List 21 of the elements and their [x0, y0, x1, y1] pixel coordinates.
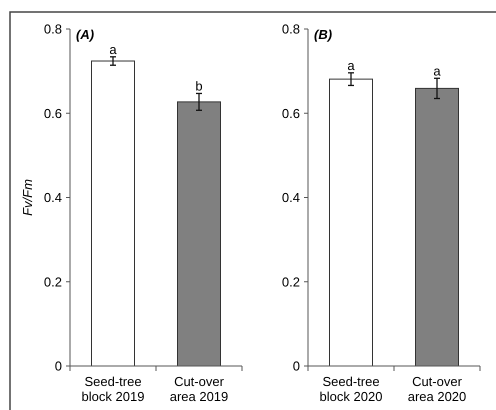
- y-tick-label: 0.2: [282, 274, 300, 290]
- y-tick-label: 0.6: [44, 106, 62, 121]
- x-tick-label: Seed-tree block 2020: [320, 374, 382, 404]
- y-tick-label: 0.6: [282, 106, 300, 121]
- chart-title: (A): [76, 27, 94, 42]
- y-tick-label: 0.2: [44, 274, 62, 290]
- annotation: b: [195, 78, 203, 94]
- x-tick-label: Cut-over area 2019: [170, 374, 228, 404]
- y-tick-label: 0.4: [44, 190, 62, 206]
- annotation: a: [109, 42, 118, 57]
- x-tick-label: Seed-tree block 2019: [82, 374, 144, 404]
- x-tick-label: Cut-over area 2020: [408, 374, 466, 404]
- annotation: a: [433, 63, 442, 78]
- y-tick-label: 0.8: [44, 22, 62, 37]
- y-tick-label: 0.4: [282, 190, 300, 206]
- y-tick-label: 0: [292, 358, 300, 374]
- y-tick-label: 0: [54, 358, 62, 374]
- y-axis-title: Fv/Fm: [20, 178, 35, 216]
- annotation: a: [347, 58, 356, 73]
- y-tick-label: 0.8: [282, 22, 300, 37]
- chart-title: (B): [314, 27, 332, 42]
